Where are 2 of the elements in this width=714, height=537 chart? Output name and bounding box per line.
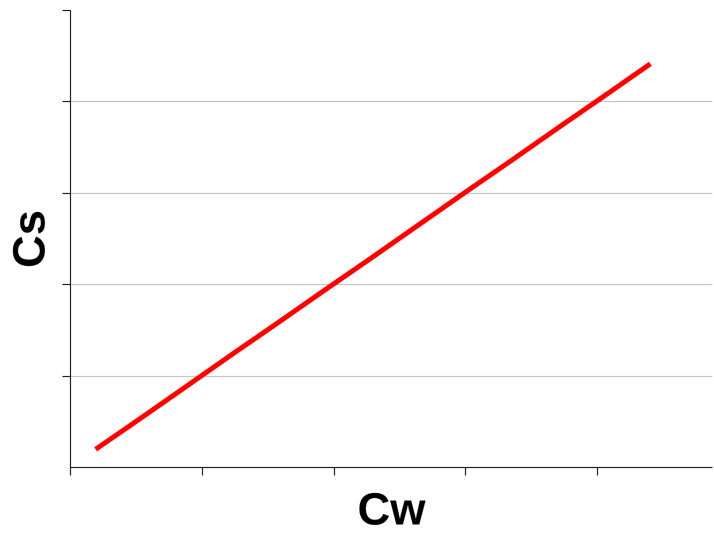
x-axis-title: Cw: [358, 484, 426, 534]
y-axis-title: Cs: [4, 210, 54, 268]
